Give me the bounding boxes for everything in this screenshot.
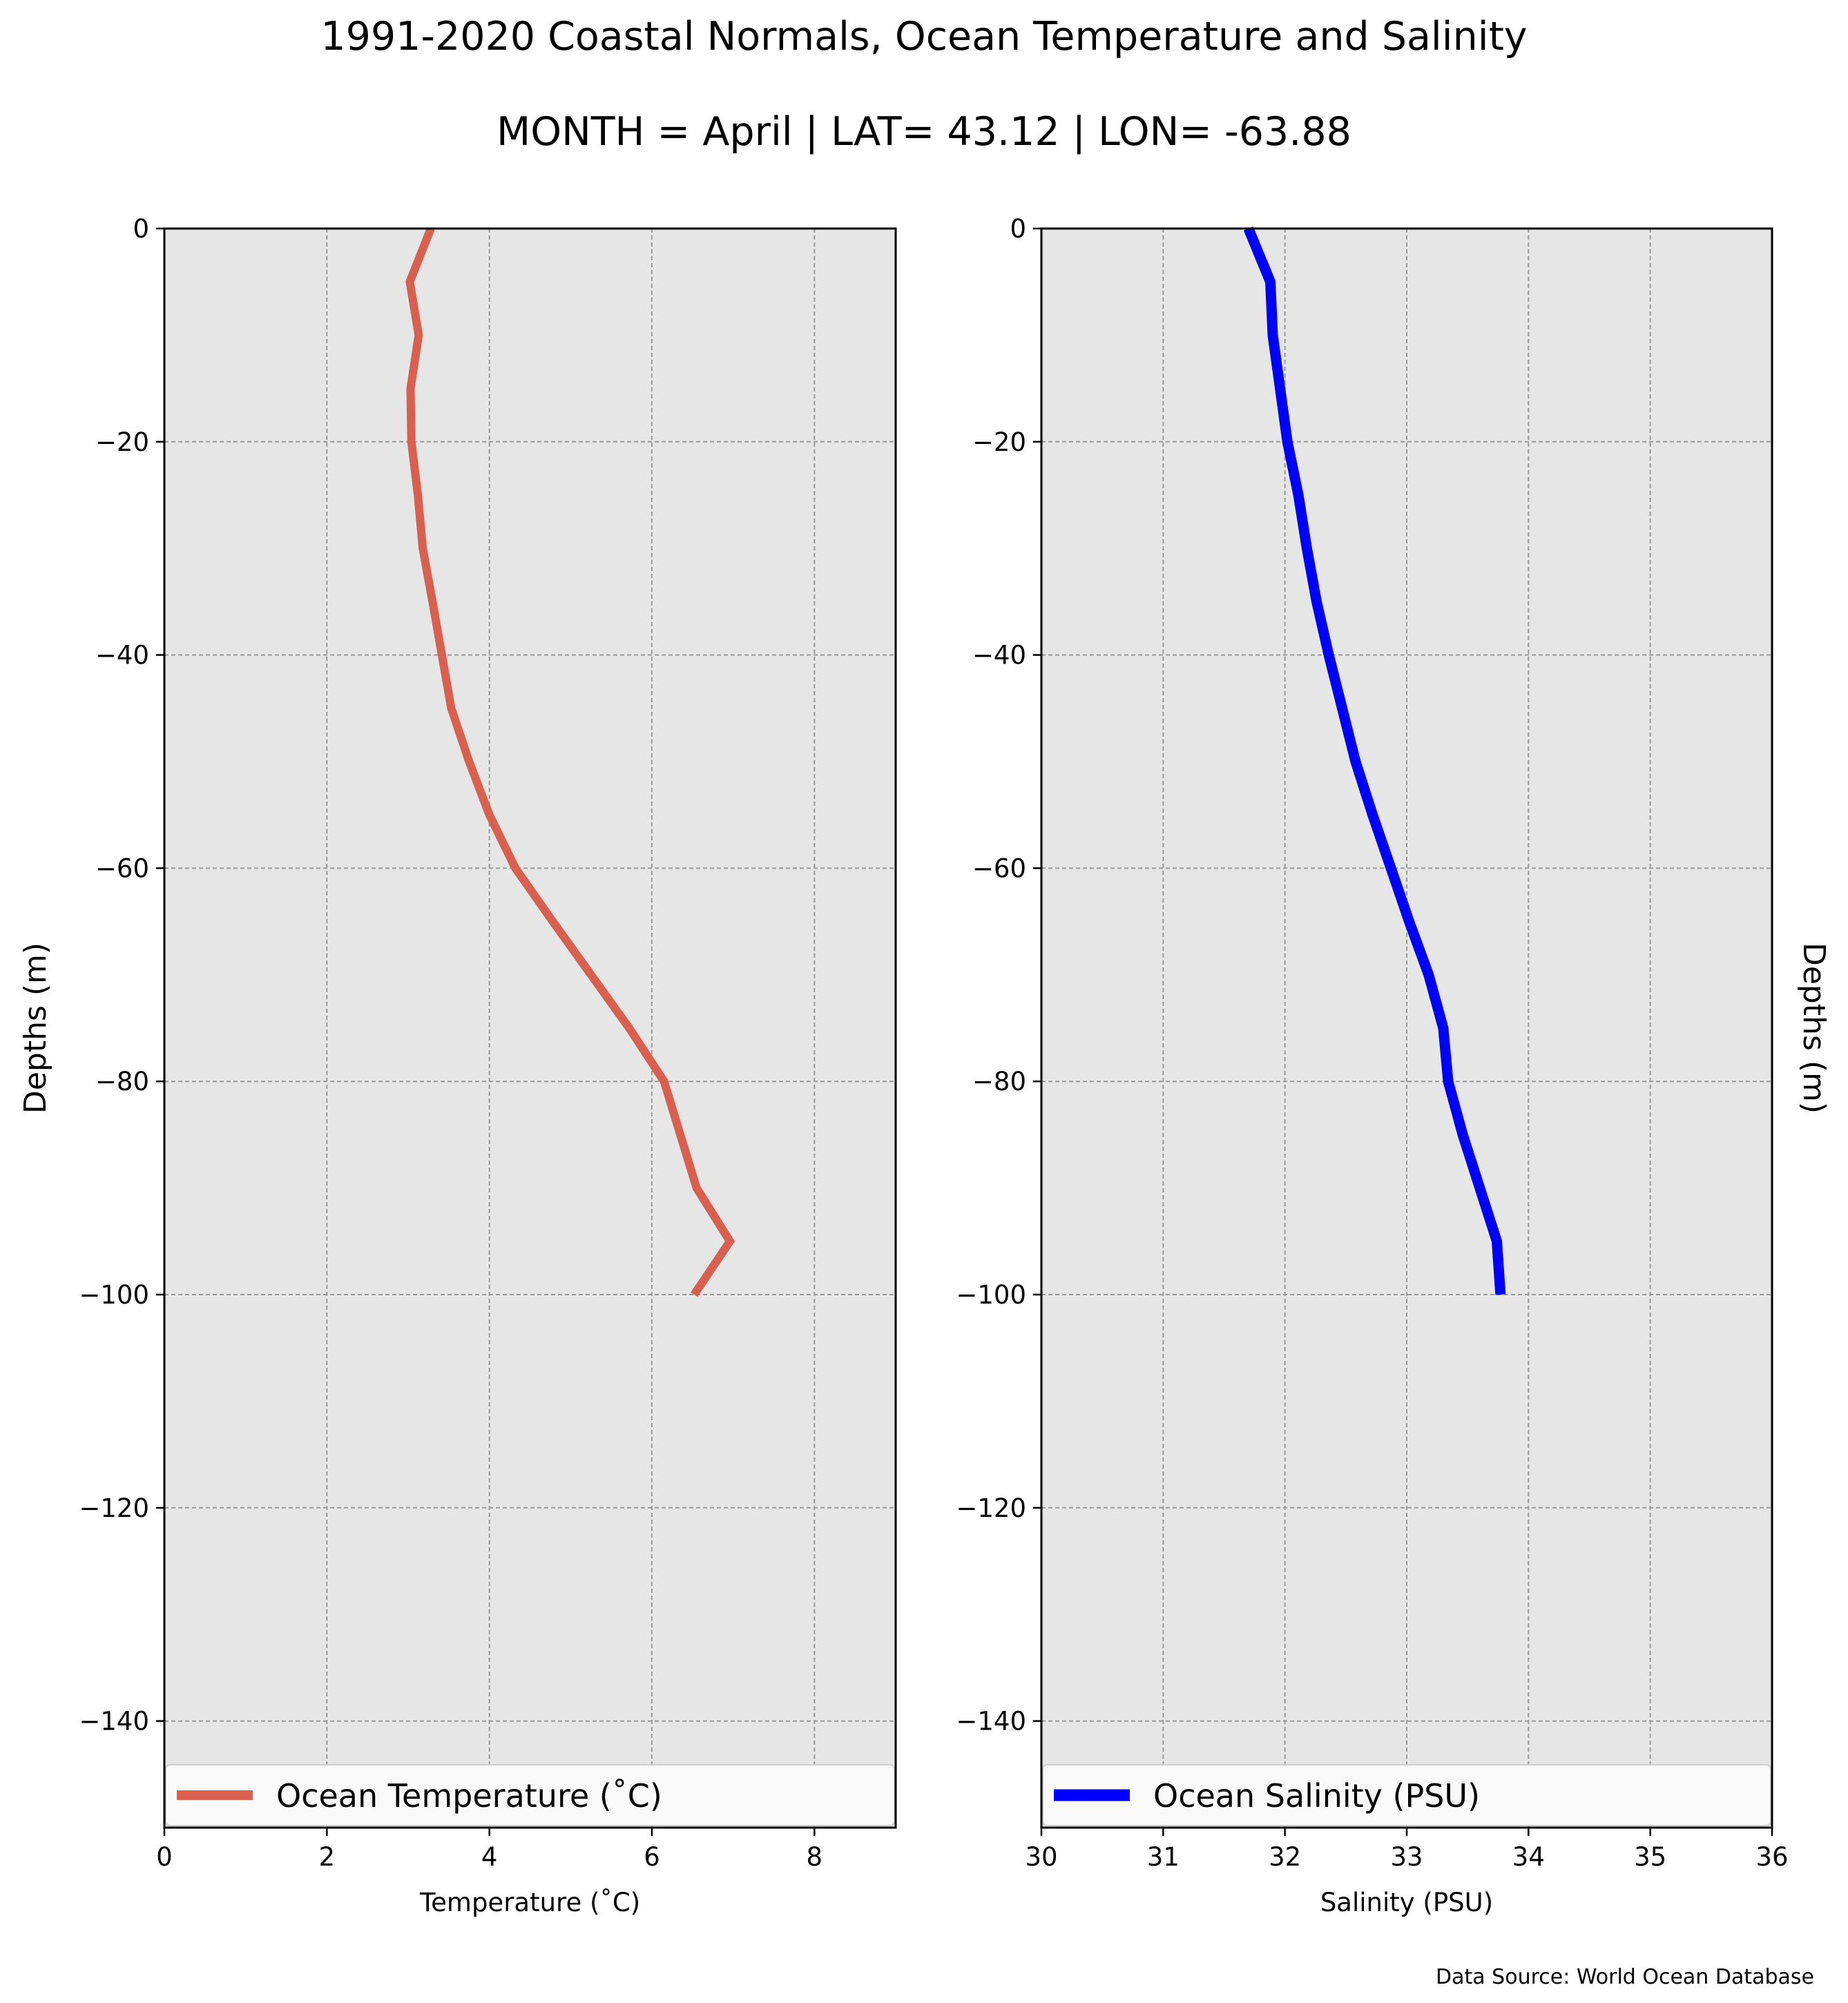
temperature-ytick-label: −120 <box>79 1493 149 1523</box>
salinity-xlabel: Salinity (PSU) <box>1320 1888 1493 1917</box>
salinity-ylabel: Depths (m) <box>1796 942 1831 1114</box>
figure-title: 1991-2020 Coastal Normals, Ocean Tempera… <box>320 14 1527 59</box>
temperature-ytick-label: 0 <box>133 214 149 244</box>
salinity-ytick-label: −40 <box>972 641 1026 670</box>
salinity-ytick-label: −60 <box>972 853 1026 883</box>
salinity-xtick-label: 35 <box>1634 1842 1666 1872</box>
temperature-ytick-label: −20 <box>95 427 149 457</box>
salinity-xtick-label: 31 <box>1147 1842 1180 1872</box>
salinity-ytick-label: 0 <box>1010 214 1026 244</box>
source-note: Data Source: World Ocean Database <box>1436 1965 1814 1989</box>
temperature-xlabel: Temperature (˚C) <box>419 1888 640 1917</box>
temperature-series-line <box>405 226 735 1297</box>
temperature-panel: Ocean Temperature (˚C) 0 2 4 6 8 0 −20 −40 −60 −80… <box>18 214 897 1917</box>
salinity-series-line <box>1243 226 1506 1295</box>
temperature-ytick-label: −140 <box>79 1707 149 1736</box>
salinity-xtick-label: 33 <box>1390 1842 1423 1872</box>
salinity-legend-label: Ocean Salinity (PSU) <box>1153 1777 1480 1815</box>
salinity-xtick-label: 36 <box>1755 1842 1788 1872</box>
temperature-legend-label: Ocean Temperature (˚C) <box>276 1777 662 1815</box>
temperature-xtick-label: 6 <box>644 1842 660 1872</box>
salinity-xtick-label: 34 <box>1512 1842 1545 1872</box>
temperature-ytick-label: −40 <box>95 641 149 670</box>
temperature-ytick-label: −80 <box>95 1067 149 1096</box>
temperature-xtick-label: 0 <box>156 1842 173 1872</box>
salinity-panel: Ocean Salinity (PSU) 30 31 32 33 34 35 36 0 −20 −4… <box>956 214 1831 1917</box>
temperature-legend-box <box>165 1764 895 1826</box>
salinity-ytick-label: −80 <box>972 1067 1026 1096</box>
temperature-ylabel: Depths (m) <box>18 942 53 1114</box>
temperature-axes-face <box>164 229 896 1828</box>
salinity-ytick-label: −20 <box>972 427 1026 457</box>
temperature-axes-frame <box>163 227 897 1829</box>
salinity-xtick-label: 30 <box>1025 1842 1057 1872</box>
salinity-ytick-label: −120 <box>956 1493 1026 1523</box>
temperature-ytick-label: −100 <box>79 1280 149 1310</box>
temperature-xtick-label: 2 <box>319 1842 336 1872</box>
salinity-xtick-label: 32 <box>1269 1842 1301 1872</box>
salinity-axes-face <box>1041 229 1772 1828</box>
figure-subtitle: MONTH = April | LAT= 43.12 | LON= -63.88 <box>497 109 1351 155</box>
temperature-xtick-label: 8 <box>807 1842 823 1872</box>
temperature-ytick-label: −60 <box>95 853 149 883</box>
salinity-ytick-label: −100 <box>956 1280 1026 1310</box>
salinity-legend-box <box>1042 1764 1771 1826</box>
temperature-xtick-label: 4 <box>481 1842 498 1872</box>
salinity-ytick-label: −140 <box>956 1707 1026 1736</box>
